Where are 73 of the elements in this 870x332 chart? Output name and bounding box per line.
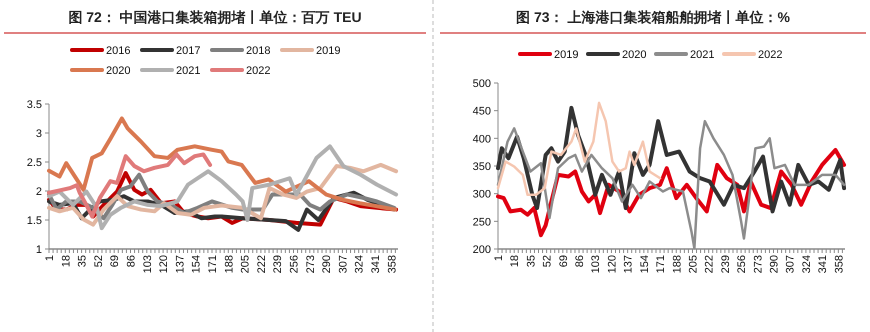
line-series: [47, 144, 398, 230]
x-tick-label: 1: [493, 255, 505, 262]
y-tick-label: 450: [472, 106, 491, 118]
legend-label: 2019: [554, 49, 578, 61]
x-tick-label: 137: [174, 255, 186, 274]
x-tick-label: 35: [76, 255, 89, 268]
x-tick-label: 103: [142, 255, 154, 274]
x-tick-label: 154: [190, 255, 203, 274]
x-tick-label: 103: [590, 255, 602, 274]
x-tick-label: 154: [638, 255, 651, 274]
x-tick-label: 222: [256, 255, 268, 274]
x-tick-label: 188: [671, 255, 684, 274]
y-tick-label: 3.5: [26, 99, 42, 111]
x-tick-label: 307: [784, 255, 797, 274]
x-tick-label: 358: [833, 255, 846, 274]
x-tick-label: 358: [386, 255, 398, 274]
x-tick-label: 256: [736, 255, 748, 274]
x-tick-label: 18: [509, 255, 522, 268]
legend-label: 2022: [246, 65, 270, 77]
y-tick-label: 300: [472, 188, 491, 201]
y-tick-label: 3: [36, 128, 42, 140]
x-tick-label: 205: [687, 255, 700, 274]
x-tick-label: 273: [752, 255, 764, 274]
x-tick-label: 239: [720, 255, 732, 274]
y-tick-label: 250: [472, 216, 491, 228]
x-tick-label: 120: [158, 255, 170, 274]
x-tick-label: 205: [240, 255, 252, 274]
y-tick-label: 2: [36, 186, 42, 198]
x-tick-label: 341: [817, 255, 830, 274]
x-tick-label: 290: [768, 255, 781, 274]
y-tick-label: 350: [472, 161, 491, 173]
x-tick-label: 69: [558, 255, 570, 268]
x-tick-label: 341: [370, 255, 382, 274]
x-tick-label: 324: [354, 255, 366, 274]
x-tick-label: 86: [125, 255, 138, 268]
x-tick-label: 52: [92, 255, 105, 268]
x-tick-label: 171: [206, 255, 219, 274]
legend-label: 2021: [690, 49, 714, 61]
legend-label: 2016: [106, 45, 130, 57]
x-tick-label: 35: [525, 255, 538, 268]
legend-label: 2021: [176, 65, 200, 77]
chart-title: 图 73： 上海港口集装箱船舶拥堵丨单位：%: [516, 9, 790, 25]
y-tick-label: 500: [472, 78, 491, 90]
x-tick-label: 86: [574, 255, 586, 268]
x-tick-label: 69: [109, 255, 122, 268]
legend-label: 2017: [176, 45, 200, 57]
x-tick-label: 222: [704, 255, 716, 274]
y-tick-label: 1.5: [26, 215, 42, 227]
x-tick-label: 120: [606, 255, 618, 274]
x-tick-label: 256: [288, 255, 300, 274]
line-series: [496, 102, 662, 196]
legend-label: 2019: [316, 45, 340, 57]
x-tick-label: 324: [800, 255, 813, 274]
x-tick-label: 188: [223, 255, 236, 274]
x-tick-label: 171: [655, 255, 668, 274]
x-tick-label: 273: [304, 255, 317, 274]
legend-label: 2022: [758, 49, 782, 61]
x-tick-label: 18: [60, 255, 72, 268]
legend-label: 2020: [622, 49, 646, 61]
line-series: [47, 152, 212, 219]
x-tick-label: 1: [44, 255, 56, 262]
y-tick-label: 200: [472, 244, 491, 256]
line-series: [47, 116, 398, 212]
legend-label: 2020: [106, 65, 130, 77]
y-tick-label: 2.5: [26, 157, 42, 169]
x-tick-label: 137: [622, 255, 635, 274]
x-tick-label: 307: [337, 255, 350, 274]
x-tick-label: 52: [542, 255, 554, 268]
y-tick-label: 400: [472, 133, 491, 146]
x-tick-label: 290: [321, 255, 334, 274]
legend-label: 2018: [246, 45, 270, 57]
x-tick-label: 239: [272, 255, 284, 274]
chart-title: 图 72： 中国港口集装箱拥堵丨单位：百万 TEU: [68, 9, 362, 25]
